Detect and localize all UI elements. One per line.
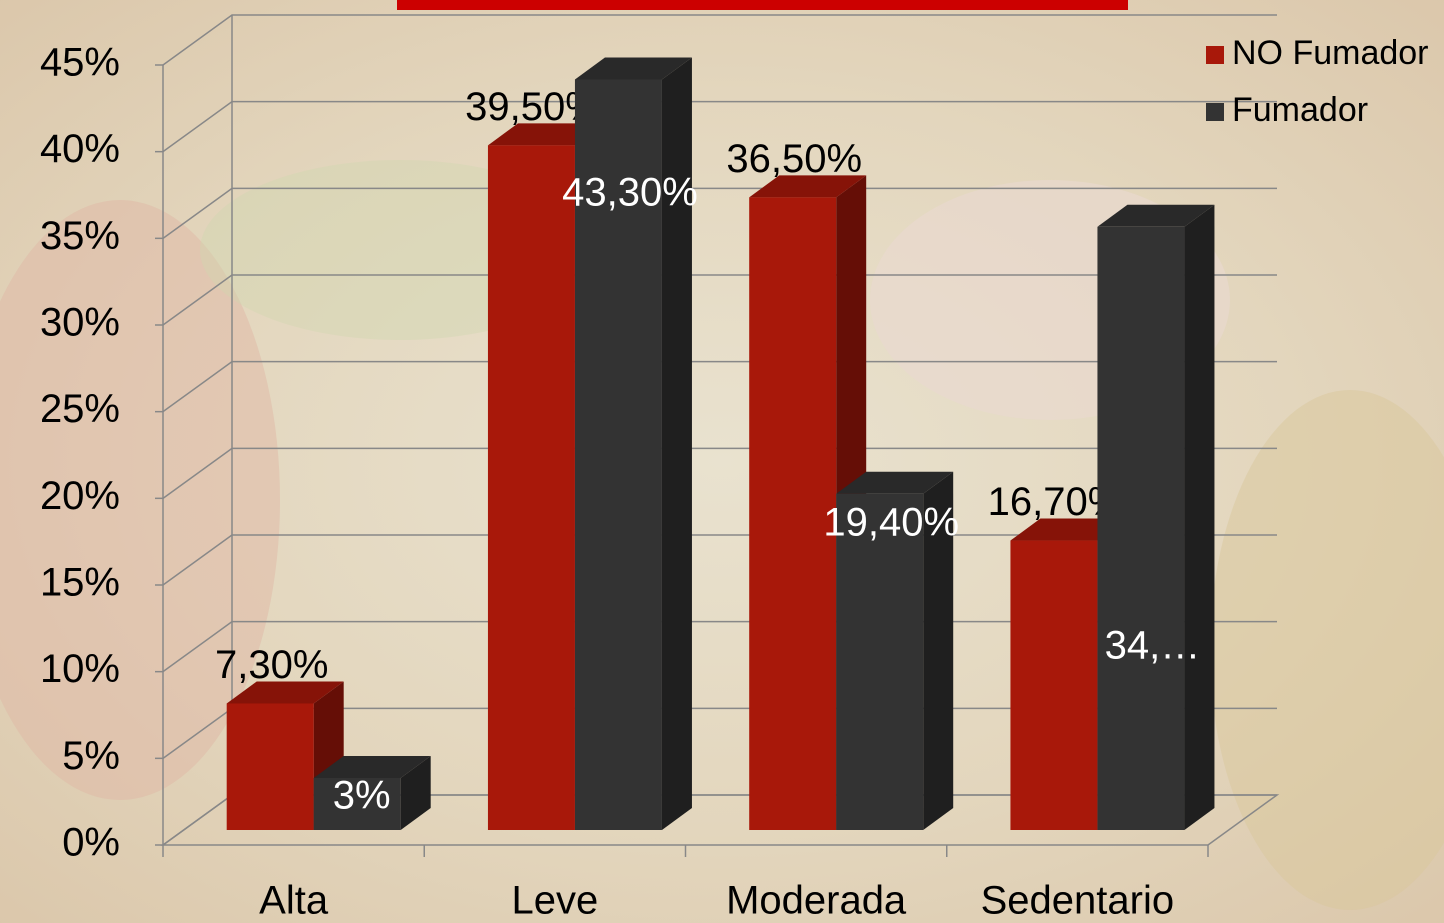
y-tick-label: 15% bbox=[40, 561, 120, 605]
page: 0% 5% 10% 15% 20% 25% 30% 35% 40% 45% Alta Leve Mode… bbox=[0, 0, 1444, 923]
data-label: 36,50% bbox=[726, 137, 862, 181]
x-tick-label: Alta bbox=[259, 879, 329, 923]
y-tick-label: 20% bbox=[40, 474, 120, 518]
bar bbox=[1010, 541, 1097, 830]
data-label: 3% bbox=[333, 774, 391, 818]
data-label: 34,… bbox=[1105, 624, 1201, 668]
title-bar bbox=[397, 0, 1128, 10]
y-tick-label: 5% bbox=[62, 734, 120, 778]
x-tick-label: Leve bbox=[512, 879, 599, 923]
legend-label: Fumador bbox=[1232, 91, 1368, 129]
y-tick-label: 10% bbox=[40, 647, 120, 691]
legend-swatch bbox=[1206, 103, 1224, 121]
bar-side bbox=[1184, 205, 1214, 830]
y-tick-label: 0% bbox=[62, 821, 120, 865]
data-label: 19,40% bbox=[823, 501, 959, 545]
legend-label: NO Fumador bbox=[1232, 34, 1429, 72]
y-tick-label: 45% bbox=[40, 41, 120, 85]
y-tick-label: 30% bbox=[40, 301, 120, 345]
data-label: 7,30% bbox=[215, 643, 328, 687]
bar bbox=[488, 145, 575, 830]
y-tick-label: 25% bbox=[40, 387, 120, 431]
bar bbox=[1097, 227, 1184, 830]
x-tick-label: Moderada bbox=[726, 879, 907, 923]
y-tick-label: 40% bbox=[40, 127, 120, 171]
bar bbox=[227, 703, 314, 830]
data-label: 43,30% bbox=[562, 171, 698, 215]
chart: 0% 5% 10% 15% 20% 25% 30% 35% 40% 45% Alta Leve Mode… bbox=[0, 0, 1444, 923]
x-tick-label: Sedentario bbox=[981, 879, 1174, 923]
y-tick-label: 35% bbox=[40, 214, 120, 258]
legend-swatch bbox=[1206, 46, 1224, 64]
